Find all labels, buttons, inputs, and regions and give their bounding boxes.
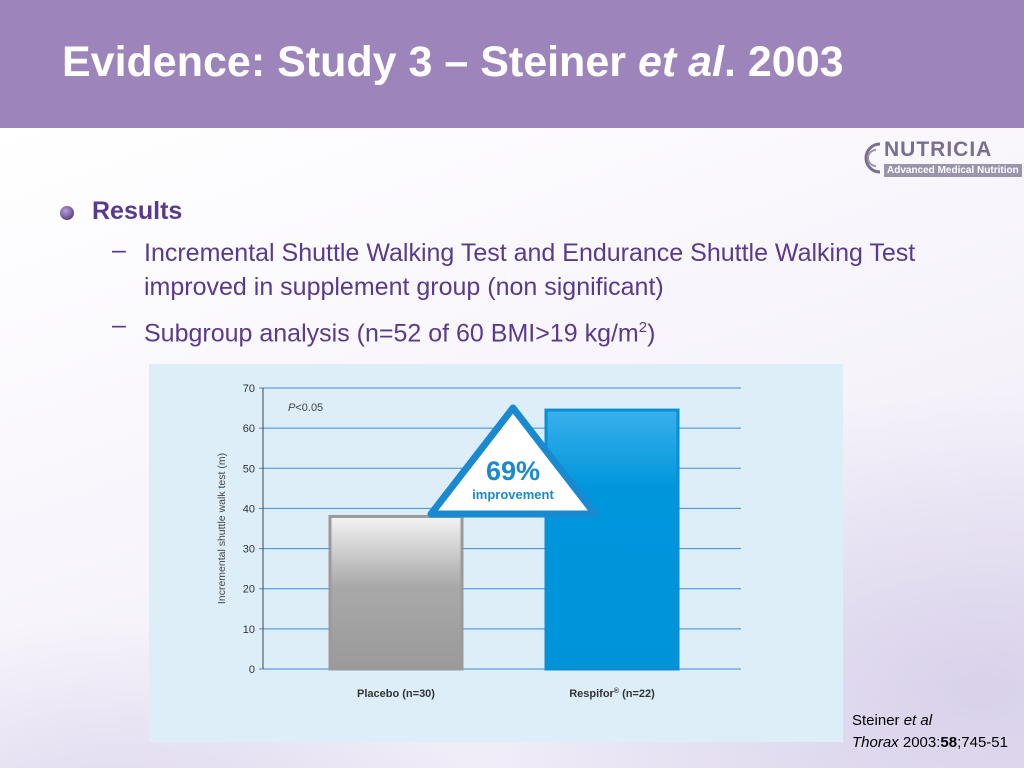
bar-respifor xyxy=(544,408,680,671)
logo-name: NUTRICIA xyxy=(884,138,993,161)
logo-tagline: Advanced Medical Nutrition xyxy=(884,164,1022,177)
y-tick-label: 30 xyxy=(243,544,255,556)
logo-mark-icon xyxy=(864,142,881,174)
callout-label: improvement xyxy=(472,487,554,502)
dash-2: – xyxy=(112,311,126,339)
title-italic: et al xyxy=(637,38,724,86)
chart-panel: 0 10 20 30 40 50 60 70 Incremental shuttle walk … xyxy=(149,364,843,742)
y-tick-label: 0 xyxy=(249,664,255,676)
y-axis-label: Incremental shuttle walk test (m) xyxy=(216,453,228,604)
citation-journal: Thorax xyxy=(852,734,899,751)
x-category-label: Placebo (n=30) xyxy=(357,688,435,700)
citation-author: Steiner xyxy=(852,712,904,729)
title-end: . 2003 xyxy=(723,38,844,86)
improvement-callout-badge xyxy=(427,404,599,518)
bar-placebo xyxy=(328,514,464,671)
title-bar: Evidence: Study 3 – Steiner et al. 2003 xyxy=(0,0,1024,128)
callout-value: 69% xyxy=(486,456,540,486)
citation-pages: ;745-51 xyxy=(957,734,1008,751)
bullet-dot-icon xyxy=(60,206,74,220)
citation-volume: 58 xyxy=(940,734,958,751)
bullet-heading: Results xyxy=(92,197,183,225)
title-main: Evidence: Study 3 – Steiner xyxy=(62,38,638,86)
y-tick-label: 40 xyxy=(243,503,255,515)
citation-line-1: Steiner et al xyxy=(852,710,1008,732)
slide-title: Evidence: Study 3 – Steiner et al. 2003 xyxy=(62,38,844,87)
y-tick-label: 50 xyxy=(243,463,255,475)
citation: Steiner et al Thorax 2003:58;745-51 xyxy=(852,710,1008,754)
citation-line-2: Thorax 2003:58;745-51 xyxy=(852,732,1008,754)
y-tick-label: 60 xyxy=(243,423,255,435)
citation-etal: et al xyxy=(903,712,933,729)
y-tick-label: 10 xyxy=(243,624,255,636)
dash-1: – xyxy=(112,236,126,264)
sub-bullet-2-sup: 2 xyxy=(638,319,648,336)
y-tick-label: 20 xyxy=(243,584,255,596)
sub-bullet-1: Incremental Shuttle Walking Test and End… xyxy=(144,239,916,301)
sub-bullet-2-end: ) xyxy=(647,319,656,348)
x-category-label: Respifor® (n=22) xyxy=(569,687,655,700)
sub-bullet-2-text: Subgroup analysis (n=52 of 60 BMI>19 kg/… xyxy=(144,319,639,348)
p-value-annotation: P<0.05 xyxy=(288,402,323,414)
bar-chart: 0 10 20 30 40 50 60 70 Incremental shuttle walk … xyxy=(216,383,741,700)
citation-year: 2003: xyxy=(898,734,941,751)
y-tick-label: 70 xyxy=(243,383,255,395)
nutricia-logo: NUTRICIA Advanced Medical Nutrition xyxy=(858,138,1022,182)
sub-bullet-2: Subgroup analysis (n=52 of 60 BMI>19 kg/… xyxy=(144,311,655,350)
